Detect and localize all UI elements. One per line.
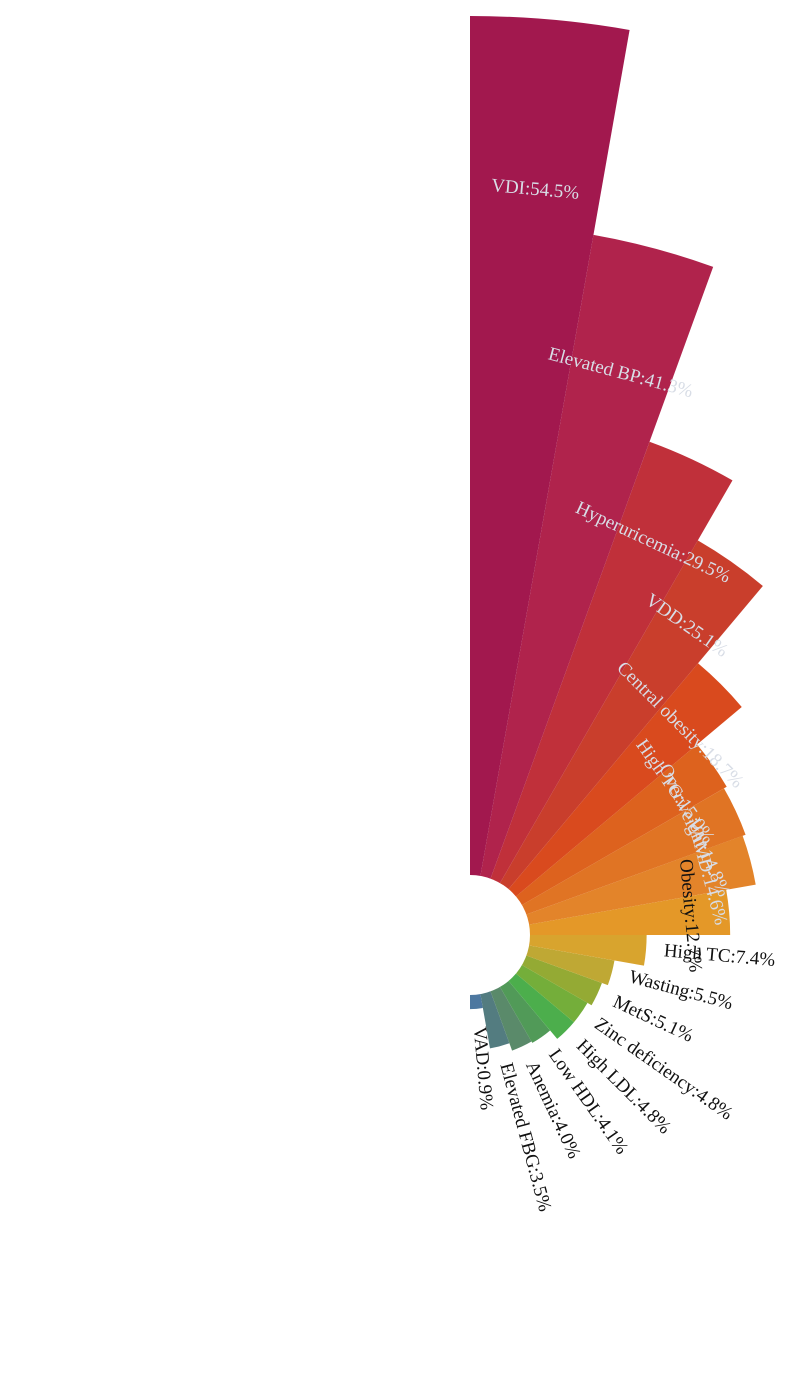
rose-sector <box>470 835 756 935</box>
rose-sector <box>470 889 731 935</box>
rose-sectors <box>470 16 763 1051</box>
rose-sector <box>470 788 746 935</box>
rose-label: High TC:7.4% <box>663 940 776 971</box>
rose-sector <box>470 234 714 935</box>
rose-sector <box>470 744 727 935</box>
rose-sector <box>470 441 733 935</box>
center-hole <box>410 875 530 995</box>
rose-sector <box>470 663 742 935</box>
rose-sector <box>470 540 763 935</box>
rose-sector <box>470 16 630 935</box>
